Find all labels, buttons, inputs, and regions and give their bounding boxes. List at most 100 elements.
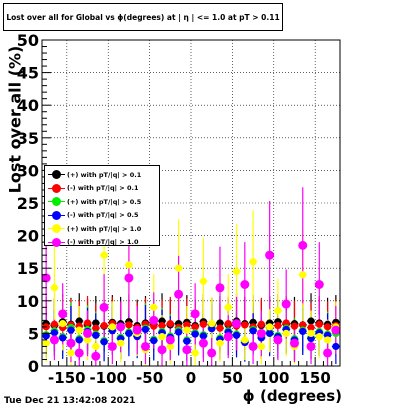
y-tick-label: 10 <box>17 292 39 311</box>
data-point <box>75 336 83 344</box>
data-point <box>50 284 59 292</box>
data-point <box>49 335 59 345</box>
data-point <box>223 332 233 342</box>
data-point <box>108 323 116 331</box>
x-tick-label: 100 <box>258 369 289 387</box>
data-point <box>174 328 183 336</box>
data-point <box>307 329 315 337</box>
data-point <box>190 309 200 319</box>
legend-entry: (-) with pT/|q| > 1.0 <box>48 236 156 250</box>
data-point <box>298 240 308 250</box>
data-point <box>100 338 108 346</box>
data-point <box>249 327 257 335</box>
legend-marker-icon <box>48 224 65 234</box>
data-point <box>307 323 315 332</box>
data-point <box>266 323 274 331</box>
data-point <box>314 280 324 289</box>
data-point <box>323 348 333 358</box>
data-point <box>232 331 241 339</box>
data-point <box>323 323 332 331</box>
data-point <box>207 348 217 358</box>
data-point <box>273 335 283 345</box>
data-point <box>75 317 83 325</box>
legend-marker-icon <box>48 183 65 193</box>
data-point <box>75 326 83 334</box>
data-point <box>183 321 191 329</box>
data-point <box>241 336 249 344</box>
data-point <box>323 336 332 344</box>
legend-label: (-) with pT/|q| > 1.0 <box>67 238 139 247</box>
data-point <box>257 320 265 328</box>
data-point <box>100 251 108 259</box>
data-point <box>125 261 133 269</box>
data-point <box>174 289 184 299</box>
legend-marker-icon <box>48 210 65 220</box>
data-point <box>306 341 316 351</box>
data-point <box>149 315 159 325</box>
data-point <box>299 327 307 336</box>
data-point <box>166 342 174 351</box>
data-point <box>74 348 84 358</box>
data-point <box>274 306 282 315</box>
data-point <box>182 345 192 355</box>
data-point <box>92 331 100 339</box>
data-point <box>124 273 134 283</box>
x-tick-label: -50 <box>136 369 163 387</box>
data-point <box>289 338 299 348</box>
legend-entry: (-) with pT/|q| > 0.5 <box>48 209 156 223</box>
data-point <box>282 319 290 327</box>
data-point <box>50 329 59 337</box>
data-point <box>183 326 191 334</box>
x-tick-label: 0 <box>186 369 196 387</box>
data-point <box>67 349 75 357</box>
data-point <box>58 309 68 319</box>
data-point <box>125 329 133 337</box>
data-point <box>183 337 191 345</box>
timestamp: Tue Dec 21 13:42:08 2021 <box>4 396 136 406</box>
y-tick-label: 50 <box>17 31 39 50</box>
y-tick-label: 20 <box>17 227 39 246</box>
data-point <box>191 323 199 331</box>
data-points <box>41 240 341 361</box>
y-tick-label: 30 <box>17 161 39 180</box>
legend-marker-icon <box>48 170 65 180</box>
data-point <box>199 332 208 340</box>
data-point <box>157 345 167 355</box>
data-point <box>281 299 291 309</box>
data-point <box>332 342 340 351</box>
legend-entry: (-) with pT/|q| > 0.1 <box>48 182 156 196</box>
data-point <box>91 351 101 361</box>
data-point <box>191 330 199 338</box>
data-point <box>42 339 50 347</box>
data-point <box>216 319 224 327</box>
data-point <box>248 341 258 351</box>
data-point <box>59 320 67 328</box>
data-point <box>274 321 282 330</box>
data-point <box>83 328 93 338</box>
data-point <box>41 273 51 283</box>
data-point <box>315 320 323 328</box>
data-point <box>232 267 241 276</box>
y-tick-label: 15 <box>17 259 39 278</box>
x-tick-label: 50 <box>222 369 243 387</box>
y-axis-label: Lost over all (%) <box>5 45 25 194</box>
data-point <box>241 321 249 329</box>
legend-marker-icon <box>48 197 65 207</box>
data-point <box>150 336 158 345</box>
data-point <box>92 324 100 332</box>
data-point <box>224 303 232 311</box>
data-point <box>208 325 216 333</box>
legend-entry: (+) with pT/|q| > 1.0 <box>48 222 156 236</box>
data-point <box>83 319 92 327</box>
x-tick-label: -150 <box>48 369 86 387</box>
x-axis-ticks: -150 -100 -50 0 50 100 150 <box>41 357 341 387</box>
data-point <box>240 280 250 289</box>
data-point <box>132 325 142 335</box>
data-point <box>266 329 274 337</box>
legend-entry: (+) with pT/|q| > 0.1 <box>48 168 156 182</box>
data-point <box>165 335 175 345</box>
data-point <box>150 303 158 311</box>
data-point <box>216 324 224 332</box>
data-point <box>257 342 265 351</box>
